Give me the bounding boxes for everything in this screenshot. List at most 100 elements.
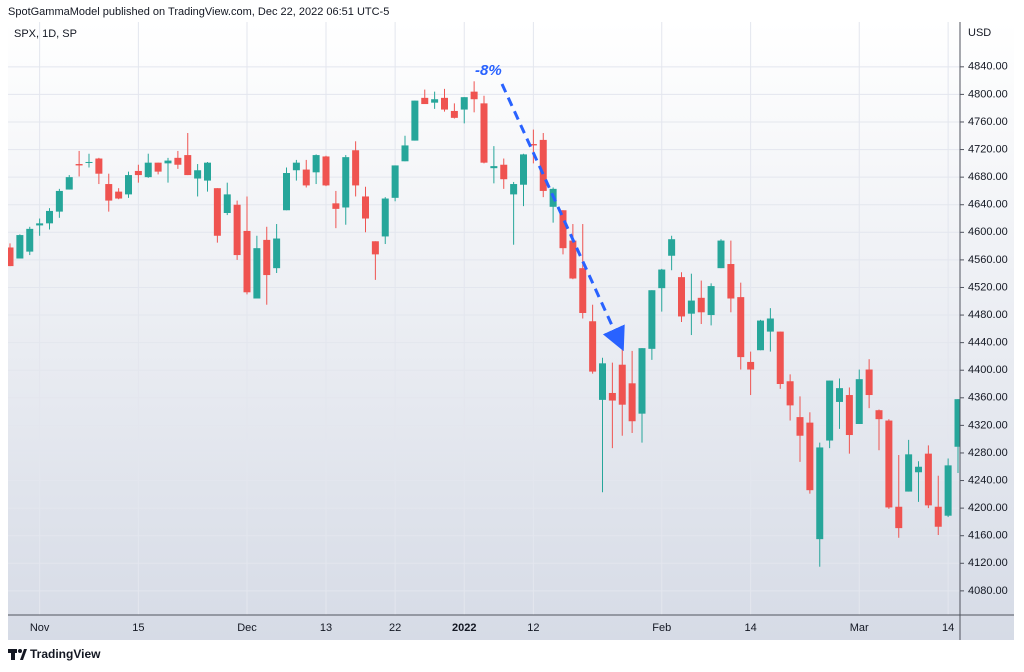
candle-body <box>65 177 73 190</box>
candle-body <box>628 383 636 422</box>
candle-body <box>717 240 725 269</box>
y-tick-label: 4400.00 <box>968 364 1008 376</box>
y-tick-label: 4120.00 <box>968 557 1008 569</box>
x-tick-label: 14 <box>745 622 757 634</box>
candle-body <box>816 447 824 540</box>
y-tick-label: 4480.00 <box>968 309 1008 321</box>
y-tick-label: 4800.00 <box>968 88 1008 100</box>
candle-body <box>737 297 745 358</box>
candle-body <box>411 100 419 141</box>
candle-body <box>786 381 794 406</box>
candle-body <box>638 348 646 414</box>
y-tick-label: 4280.00 <box>968 447 1008 459</box>
candle-body <box>618 364 626 405</box>
x-tick-label: 13 <box>320 622 332 634</box>
candle-body <box>697 297 705 313</box>
candle-body <box>520 154 527 185</box>
candle-body <box>105 184 113 201</box>
candle-body <box>836 388 843 402</box>
candle-body <box>85 161 93 163</box>
candle-body <box>757 320 764 351</box>
candle-body <box>223 194 231 214</box>
candle-body <box>668 239 676 256</box>
candle-body <box>470 91 478 100</box>
candle-body <box>312 155 320 173</box>
candle-body <box>391 165 399 198</box>
y-tick-label: 4600.00 <box>968 226 1008 238</box>
candle-body <box>608 392 616 401</box>
candle-body <box>332 203 340 209</box>
candle-body <box>55 190 63 212</box>
plot-background <box>8 22 1014 640</box>
x-tick-label: 22 <box>389 622 401 634</box>
candle-body <box>796 417 804 436</box>
candle-body <box>480 103 488 163</box>
y-tick-label: 4680.00 <box>968 171 1008 183</box>
candle-body <box>855 379 863 424</box>
candle-body <box>924 453 932 506</box>
candle-body <box>539 139 547 191</box>
candle-body <box>95 158 103 174</box>
x-tick-label: 15 <box>132 622 144 634</box>
candle-body <box>658 269 666 289</box>
candle-body <box>460 97 468 110</box>
candle-body <box>263 239 271 276</box>
candle-body <box>16 235 24 259</box>
candle-body <box>806 422 814 491</box>
y-tick-label: 4640.00 <box>968 199 1008 211</box>
y-tick-label: 4200.00 <box>968 502 1008 514</box>
candle-body <box>115 191 123 199</box>
candle-body <box>500 164 508 180</box>
footer: TradingView <box>30 647 101 661</box>
y-tick-label: 4560.00 <box>968 254 1008 266</box>
candle-body <box>441 97 448 110</box>
candle-body <box>510 184 518 195</box>
y-tick-label: 4240.00 <box>968 474 1008 486</box>
y-tick-label: 4720.00 <box>968 143 1008 155</box>
candle-body <box>362 196 369 219</box>
candle-body <box>144 162 152 178</box>
annotation: -8% <box>475 62 502 79</box>
candle-body <box>164 160 172 164</box>
candle-body <box>421 97 429 105</box>
candle-body <box>747 361 755 370</box>
candle-body <box>529 144 537 146</box>
candle-body <box>233 204 241 256</box>
candle-body <box>727 264 735 299</box>
candle-body <box>885 420 893 508</box>
candle-body <box>46 210 53 224</box>
candle-body <box>322 156 330 186</box>
candle-body <box>292 162 300 171</box>
candle-body <box>134 170 142 176</box>
candle-body <box>569 240 577 279</box>
candle-body <box>204 162 211 181</box>
y-tick-label: 4320.00 <box>968 419 1008 431</box>
candle-body <box>865 369 873 396</box>
candle-body <box>490 166 498 169</box>
candle-body <box>283 173 290 211</box>
candle-body <box>342 157 350 208</box>
candle-body <box>302 169 310 186</box>
candle-body <box>687 300 695 314</box>
candle-body <box>243 230 251 293</box>
candle-body <box>273 238 281 269</box>
candle-body <box>895 506 903 529</box>
candle-body <box>905 454 913 492</box>
candle-body <box>401 145 409 162</box>
x-tick-label: Dec <box>237 622 257 634</box>
candle-body <box>26 228 34 252</box>
x-tick-label: 12 <box>527 622 539 634</box>
candle-body <box>352 150 360 186</box>
y-tick-label: 4760.00 <box>968 116 1008 128</box>
candle-body <box>579 268 587 313</box>
candle-body <box>875 410 883 420</box>
symbol-label: SPX, 1D, SP <box>14 28 77 40</box>
x-tick-label: Feb <box>652 622 671 634</box>
y-tick-label: 4840.00 <box>968 61 1008 73</box>
candle-body <box>766 318 774 332</box>
header: SpotGammaModel published on TradingView.… <box>8 6 389 18</box>
y-tick-label: 4080.00 <box>968 585 1008 597</box>
candle-body <box>954 399 960 447</box>
candle-body <box>371 241 379 255</box>
